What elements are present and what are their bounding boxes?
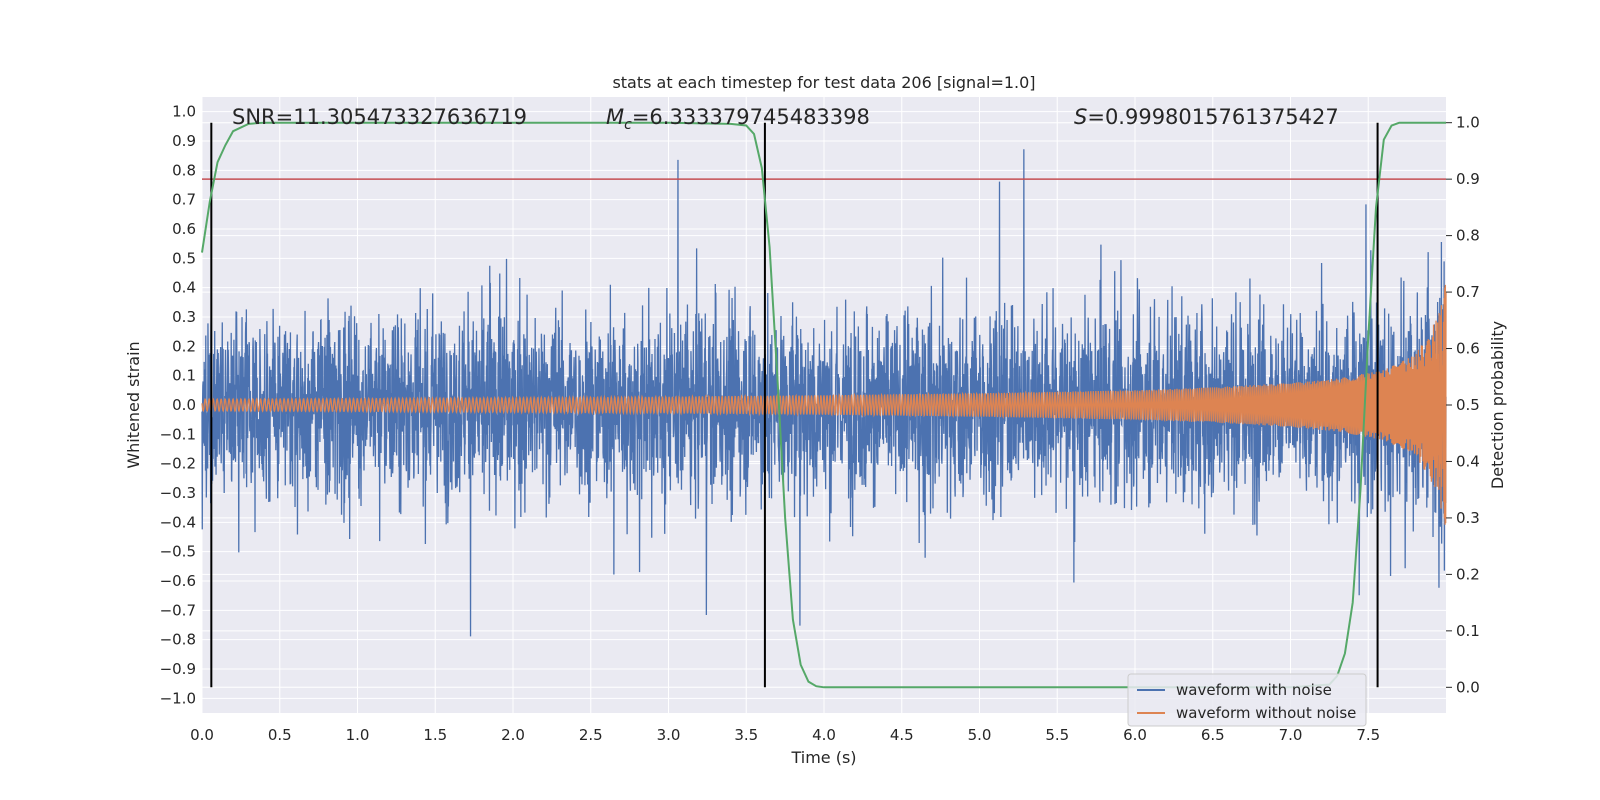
y-tick-label: −0.5	[160, 543, 196, 561]
chirp-mass-subscript: c	[624, 117, 632, 133]
chirp-mass-annotation: Mc=6.333379745483398	[606, 105, 870, 133]
y2-tick-label: 0.3	[1456, 509, 1480, 527]
y-tick-label: 0.3	[172, 308, 196, 326]
y-tick-label: 0.0	[172, 396, 196, 414]
x-tick-label: 2.5	[579, 726, 603, 744]
y-tick-label: −0.1	[160, 425, 196, 443]
clean-waveform-line	[201, 284, 1447, 525]
x-tick-label: 6.0	[1123, 726, 1147, 744]
x-tick-label: 4.0	[812, 726, 836, 744]
series-waveform-with-noise	[201, 149, 1447, 637]
y2-tick-label: 0.0	[1456, 678, 1480, 696]
chirp-mass-value: =6.333379745483398	[632, 105, 870, 129]
snr-annotation: SNR=11.305473327636719	[232, 105, 527, 129]
legend-label-clean: waveform without noise	[1176, 704, 1356, 722]
x-tick-label: 7.5	[1356, 726, 1380, 744]
chart-title: stats at each timestep for test data 206…	[612, 73, 1035, 92]
y-tick-label: 0.9	[172, 132, 196, 150]
reference-lines	[202, 122, 1446, 688]
y-tick-label: −0.6	[160, 572, 196, 590]
y-tick-label: 0.8	[172, 161, 196, 179]
y-tick-label: −0.8	[160, 631, 196, 649]
y-tick-label: −0.9	[160, 660, 196, 678]
y2-tick-label: 0.1	[1456, 622, 1480, 640]
x-axis-label: Time (s)	[790, 748, 856, 767]
y-tick-label: 0.4	[172, 279, 196, 297]
x-tick-label: 5.0	[968, 726, 992, 744]
y-tick-label: −0.3	[160, 484, 196, 502]
x-tick-label: 1.0	[346, 726, 370, 744]
series-detection-probability	[201, 121, 1446, 689]
y-tick-label: 1.0	[172, 103, 196, 121]
legend-box	[1127, 673, 1367, 727]
x-tick-label: 3.0	[657, 726, 681, 744]
y-tick-label: −0.4	[160, 513, 196, 531]
s-annotation: S=0.9998015761375427	[1074, 105, 1339, 129]
y-tick-label: −1.0	[160, 689, 196, 707]
y-tick-label: 0.6	[172, 220, 196, 238]
series-waveform-without-noise	[201, 284, 1447, 525]
y2-axis-label: Detection probability	[1488, 321, 1507, 489]
y-tick-label: −0.2	[160, 455, 196, 473]
chirp-mass-symbol: M	[606, 105, 624, 129]
x-tick-label: 6.5	[1201, 726, 1225, 744]
x-tick-label: 7.0	[1279, 726, 1303, 744]
y2-tick-label: 0.4	[1456, 452, 1480, 470]
y-tick-label: −0.7	[160, 601, 196, 619]
y2-tick-label: 0.6	[1456, 340, 1480, 358]
x-tick-label: 2.0	[501, 726, 525, 744]
x-tick-label: 5.5	[1045, 726, 1069, 744]
y2-tick-label: 1.0	[1456, 114, 1480, 132]
x-tick-label: 0.5	[268, 726, 292, 744]
legend: waveform with noise waveform without noi…	[1127, 673, 1367, 727]
y2-tick-label: 0.7	[1456, 283, 1480, 301]
probability-line	[201, 121, 1446, 689]
y-tick-label: 0.5	[172, 249, 196, 267]
x-tick-label: 1.5	[423, 726, 447, 744]
y2-tick-label: 0.5	[1456, 396, 1480, 414]
noisy-waveform-line	[201, 149, 1447, 637]
y-axis-label: Whitened strain	[124, 341, 143, 468]
x-tick-label: 0.0	[190, 726, 214, 744]
x-tick-label: 3.5	[734, 726, 758, 744]
y2-tick-label: 0.2	[1456, 565, 1480, 583]
y-tick-label: 0.7	[172, 191, 196, 209]
axes: 0.0 0.5 1.0 1.5 2.0 2.5 3.0 3.5 4.0 4.5 5.0 5.5 6.0 6…	[160, 103, 1480, 744]
y-tick-label: 0.1	[172, 367, 196, 385]
x-tick-label: 4.5	[890, 726, 914, 744]
legend-label-noisy: waveform with noise	[1176, 681, 1332, 699]
s-value: =0.9998015761375427	[1087, 105, 1338, 129]
y-tick-label: 0.2	[172, 337, 196, 355]
s-symbol: S	[1074, 105, 1087, 129]
y2-tick-label: 0.8	[1456, 227, 1480, 245]
y2-tick-label: 0.9	[1456, 170, 1480, 188]
